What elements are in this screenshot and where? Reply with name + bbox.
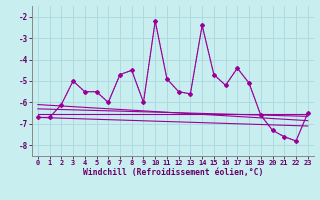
X-axis label: Windchill (Refroidissement éolien,°C): Windchill (Refroidissement éolien,°C) [83, 168, 263, 177]
